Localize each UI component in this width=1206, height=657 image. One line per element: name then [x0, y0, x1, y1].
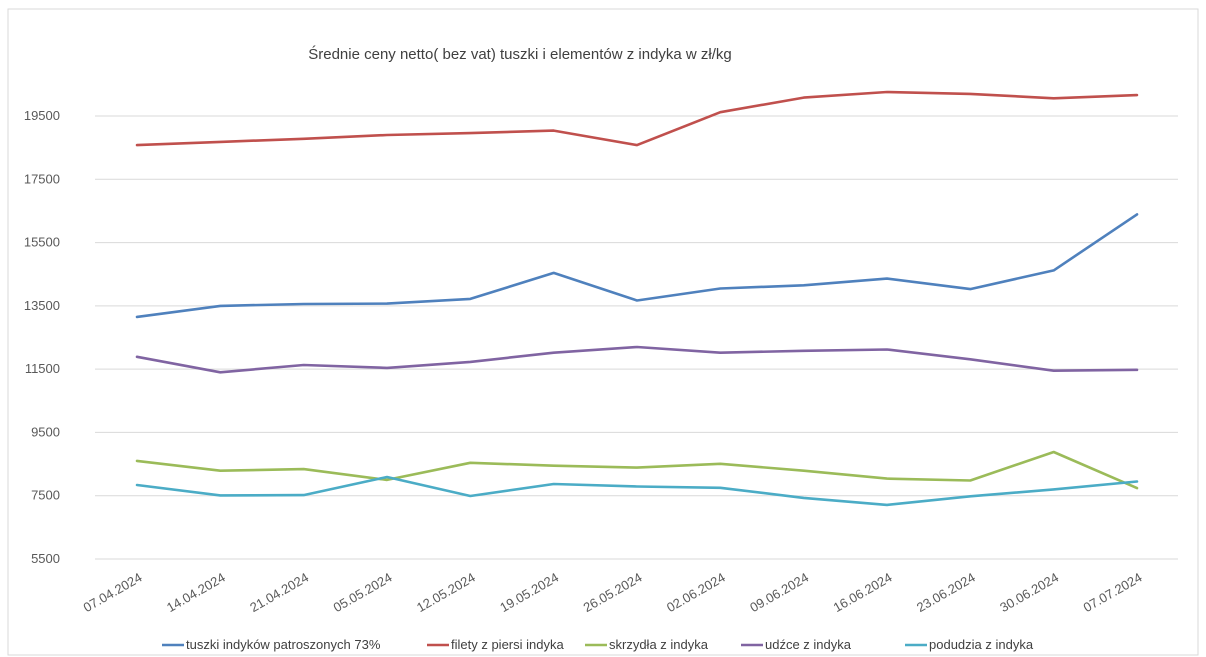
x-tick-label: 16.06.2024 [831, 570, 895, 616]
chart-frame [7, 8, 1199, 656]
x-axis-ticks: 07.04.2024 14.04.2024 21.04.2024 05.05.2024… [81, 570, 1145, 616]
series-line-2 [135, 90, 1139, 147]
series-line-4 [135, 345, 1139, 374]
x-tick-label: 30.06.2024 [997, 570, 1061, 616]
series-line-5 [135, 475, 1139, 507]
y-axis-ticks: 5500 7500 9500 11500 13500 15500 17500 19500 [24, 108, 60, 566]
legend-label: udźce z indyka [765, 637, 852, 652]
x-tick-label: 07.04.2024 [81, 570, 145, 616]
y-tick-label: 17500 [24, 171, 60, 186]
x-tick-label: 26.05.2024 [581, 570, 645, 616]
x-tick-label: 05.05.2024 [331, 570, 395, 616]
x-tick-label: 07.07.2024 [1081, 570, 1145, 616]
series-line-3 [135, 450, 1139, 490]
y-tick-label: 13500 [24, 298, 60, 313]
y-tick-label: 15500 [24, 235, 60, 250]
y-tick-label: 11500 [25, 361, 60, 376]
y-tick-label: 9500 [31, 424, 60, 439]
legend-label: podudzia z indyka [929, 637, 1034, 652]
legend-label: skrzydła z indyka [609, 637, 709, 652]
x-tick-label: 14.04.2024 [164, 570, 228, 616]
legend: tuszki indyków patroszonych 73% filety z … [162, 637, 1034, 652]
x-tick-label: 21.04.2024 [247, 570, 311, 616]
x-tick-label: 19.05.2024 [497, 570, 561, 616]
x-tick-label: 23.06.2024 [914, 570, 978, 616]
y-tick-label: 19500 [24, 108, 60, 123]
series-line-1 [135, 213, 1139, 319]
series-lines [135, 90, 1139, 507]
y-tick-label: 7500 [31, 488, 60, 503]
x-tick-label: 02.06.2024 [664, 570, 728, 616]
chart-title: Średnie ceny netto( bez vat) tuszki i el… [308, 45, 732, 63]
x-tick-label: 09.06.2024 [747, 570, 811, 616]
legend-label: filety z piersi indyka [451, 637, 564, 652]
legend-label: tuszki indyków patroszonych 73% [186, 637, 381, 652]
y-tick-label: 5500 [31, 551, 60, 566]
x-tick-label: 12.05.2024 [414, 570, 478, 616]
